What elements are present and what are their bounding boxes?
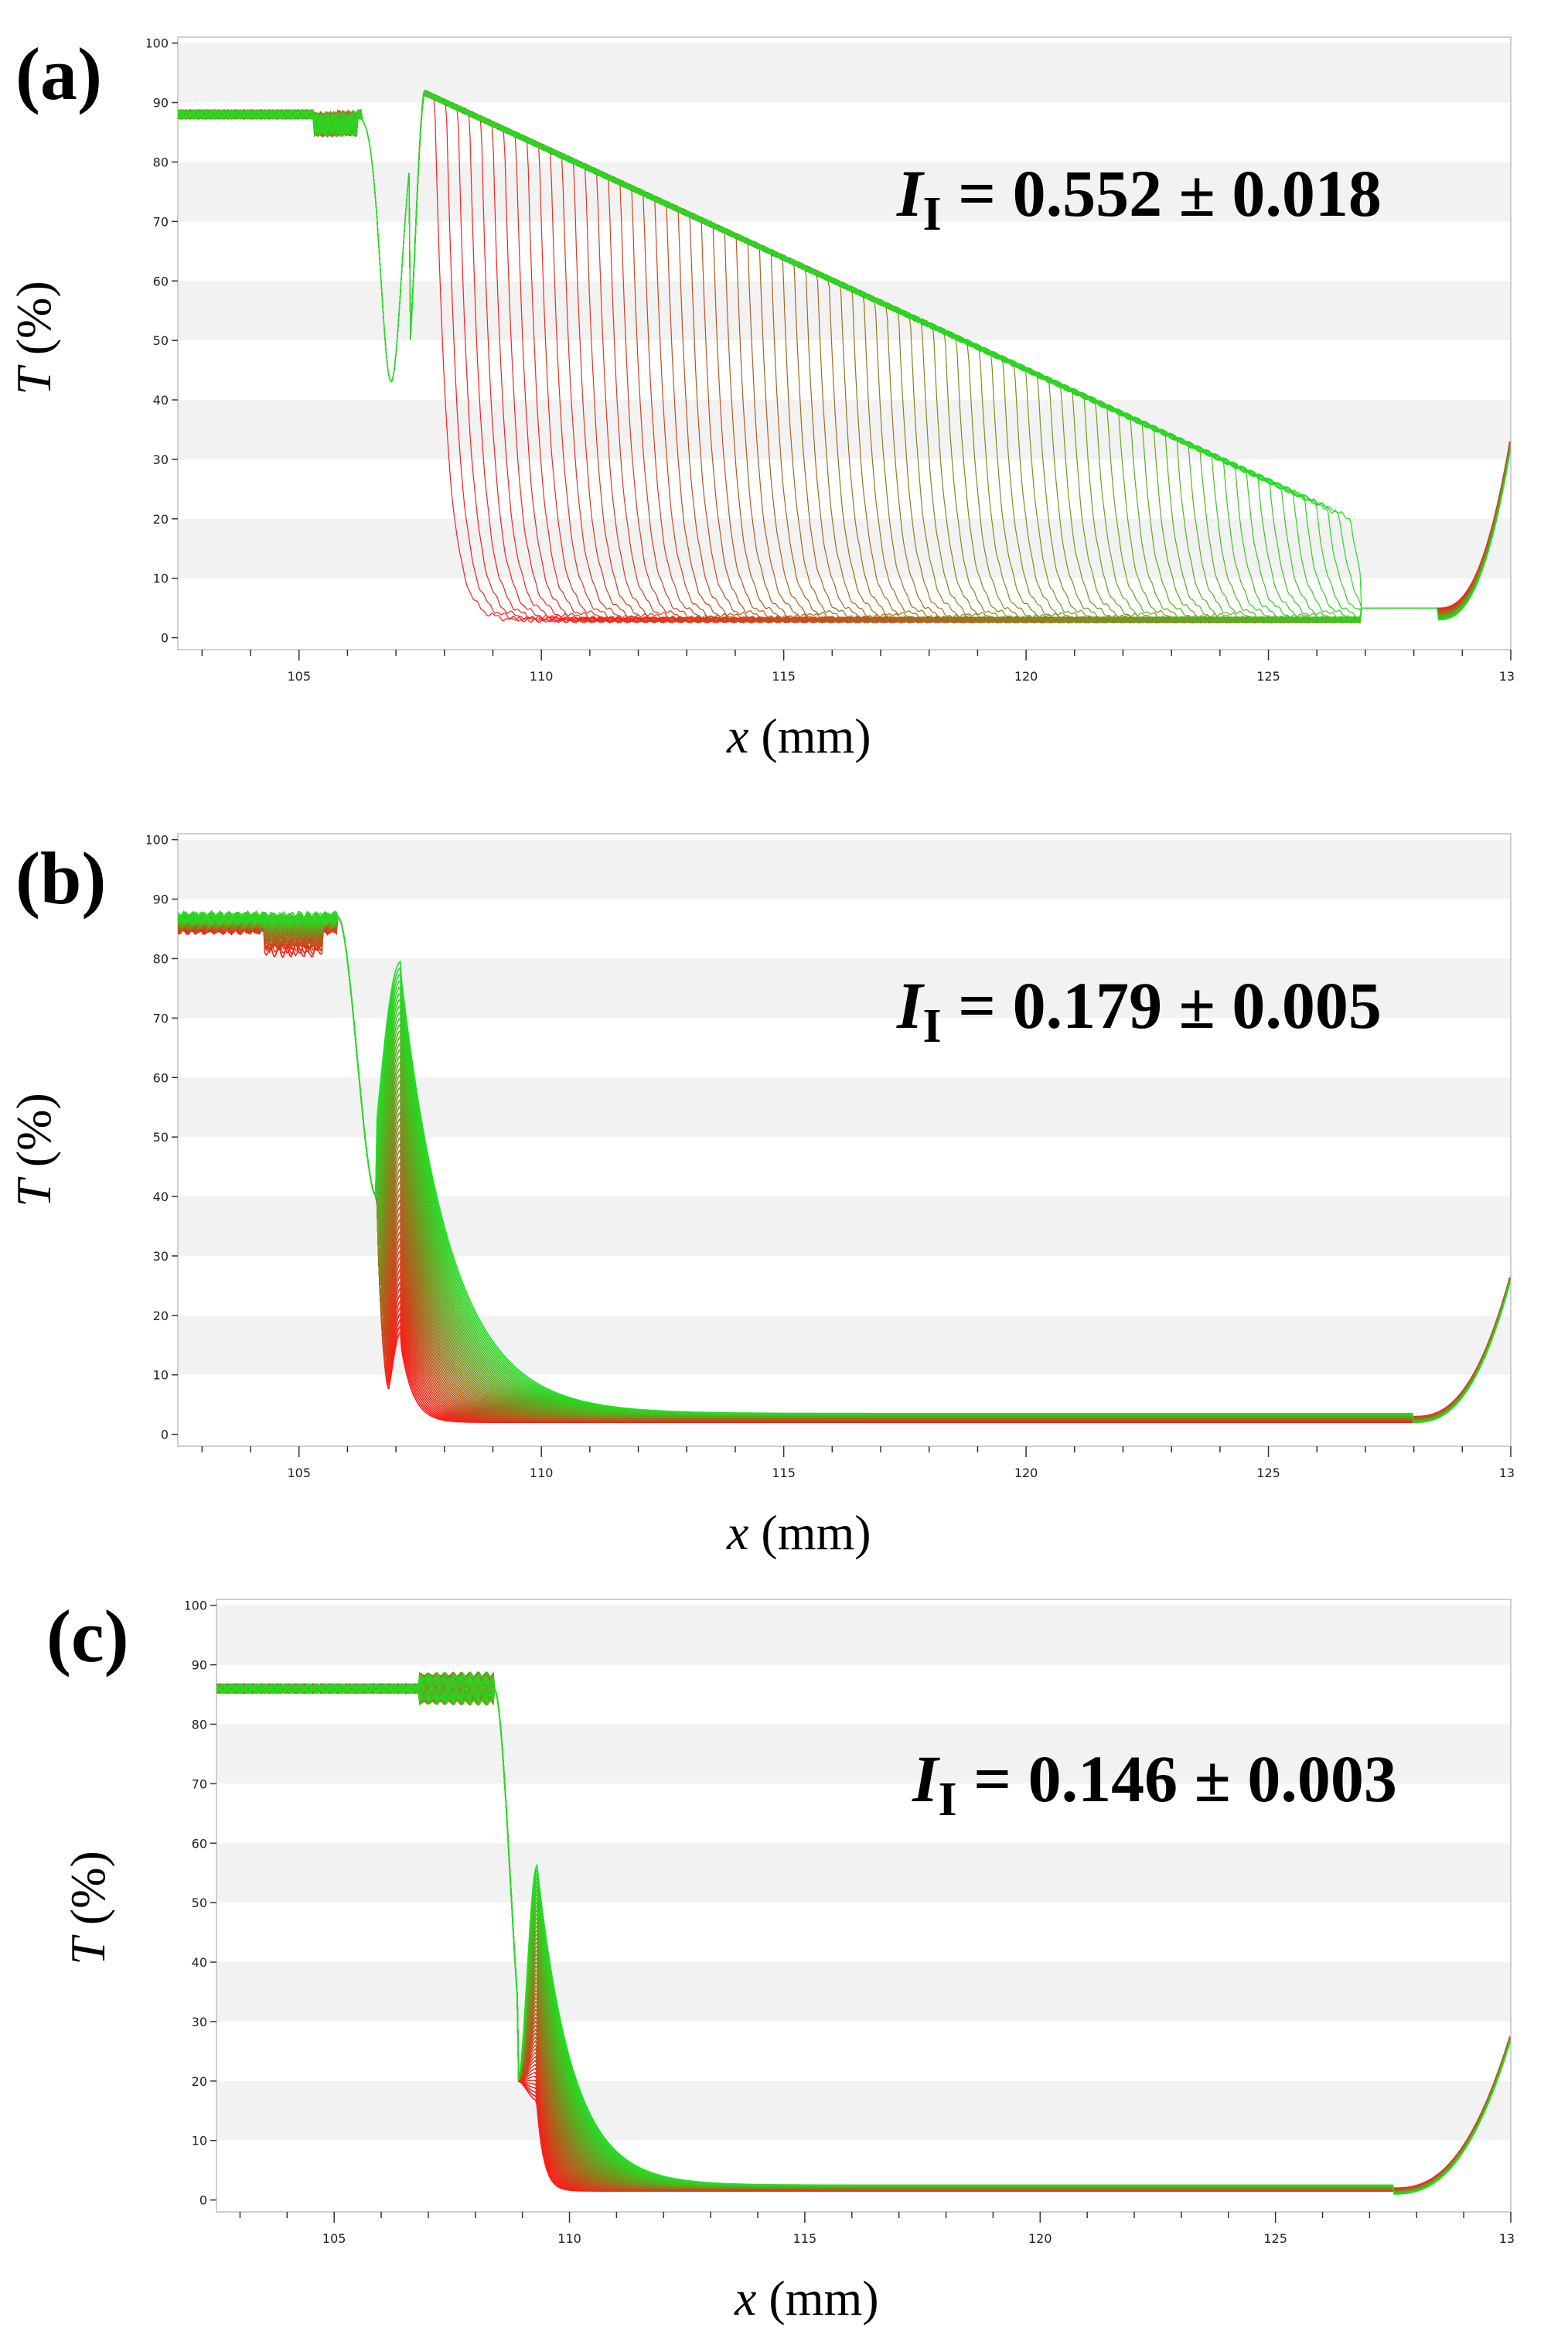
y-tick-label: 60 xyxy=(192,1836,207,1851)
y-tick-label: 10 xyxy=(153,1368,169,1383)
series-line xyxy=(178,910,1511,1423)
series-group xyxy=(178,89,1511,624)
y-tick-label: 20 xyxy=(153,1309,169,1323)
y-tick-label: 80 xyxy=(192,1717,207,1732)
y-tick-label: 10 xyxy=(153,572,169,586)
y-tick-label: 80 xyxy=(153,155,169,169)
x-tick-label: 115 xyxy=(772,1466,796,1480)
y-tick-label: 50 xyxy=(153,333,169,348)
series-group xyxy=(216,1671,1511,2195)
x-tick-label: 115 xyxy=(772,669,796,684)
panel-label: (b) xyxy=(15,837,107,920)
x-tick-label: 130 xyxy=(1499,2231,1515,2246)
panel-b: (b) T (%) 0 10 20 30 40 50 60 70 80 90 100 105 110 11… xyxy=(0,797,1568,1578)
grid-band xyxy=(178,281,1511,341)
x-tick-label: 125 xyxy=(1256,669,1280,684)
y-tick-label: 90 xyxy=(192,1658,207,1673)
y-tick-label: 0 xyxy=(161,631,169,646)
y-tick-label: 90 xyxy=(153,96,169,111)
y-tick-label: 100 xyxy=(147,36,169,51)
y-tick-label: 70 xyxy=(153,214,169,229)
y-tick-label: 70 xyxy=(192,1776,207,1791)
y-tick-label: 40 xyxy=(192,1955,207,1970)
grid-band xyxy=(178,400,1511,459)
y-tick-label: 60 xyxy=(153,274,169,288)
x-tick-label: 110 xyxy=(557,2231,581,2246)
grid-band xyxy=(216,1962,1511,2022)
y-tick-label: 30 xyxy=(153,452,169,467)
x-axis-label: x (mm) xyxy=(727,1505,871,1560)
x-tick-label: 130 xyxy=(1499,1466,1515,1480)
y-tick-label: 60 xyxy=(153,1070,169,1085)
grid-band xyxy=(216,2080,1511,2141)
y-tick-label: 20 xyxy=(153,512,169,527)
plot-area: 0 10 20 30 40 50 60 70 80 90 100 105 110 115 120 125 130 xyxy=(145,828,1522,1500)
y-tick-label: 30 xyxy=(153,1249,169,1264)
x-tick-label: 125 xyxy=(1256,1466,1280,1480)
y-tick-label: 90 xyxy=(153,892,169,907)
plot-frame xyxy=(177,833,1512,1447)
y-tick-label: 40 xyxy=(153,393,169,408)
grid-band xyxy=(178,1315,1511,1375)
y-tick-label: 10 xyxy=(192,2134,207,2148)
y-tick-label: 40 xyxy=(153,1189,169,1204)
y-tick-label: 80 xyxy=(153,951,169,966)
x-tick-label: 115 xyxy=(793,2231,817,2246)
x-tick-label: 130 xyxy=(1499,669,1515,684)
x-tick-label: 120 xyxy=(1014,669,1038,684)
plot-area: 0 10 20 30 40 50 60 70 80 90 100 105 110 115 120 125 130 xyxy=(145,31,1522,704)
x-tick-label: 125 xyxy=(1263,2231,1287,2246)
plot-frame xyxy=(216,1599,1512,2213)
y-tick-label: 0 xyxy=(199,2193,207,2208)
x-tick-label: 110 xyxy=(530,1466,554,1480)
series-group xyxy=(178,910,1511,1423)
plot-frame xyxy=(177,36,1512,650)
chart-svg: 0 10 20 30 40 50 60 70 80 90 100 105 110 115 120 125 130 xyxy=(145,833,1522,1480)
annotation: II = 0.179 ± 0.005 xyxy=(897,968,1382,1053)
chart-svg: 0 10 20 30 40 50 60 70 80 90 100 105 110 115 120 125 130 xyxy=(183,1599,1522,2246)
grid-band xyxy=(178,43,1511,103)
y-tick-label: 50 xyxy=(192,1896,207,1910)
series-line xyxy=(216,1674,1511,2195)
x-tick-label: 105 xyxy=(322,2231,346,2246)
series-line xyxy=(178,91,1511,621)
plot-area: 0 10 20 30 40 50 60 70 80 90 100 105 110 115 120 125 130 xyxy=(183,1593,1522,2266)
y-tick-label: 50 xyxy=(153,1130,169,1145)
grid-band xyxy=(216,1724,1511,1784)
x-axis-label: x (mm) xyxy=(735,2271,879,2326)
y-tick-label: 20 xyxy=(192,2074,207,2089)
y-axis-label: T (%) xyxy=(60,1851,115,1965)
panel-c: (c) T (%) 0 10 20 30 40 50 60 70 80 90 100 105 110 11… xyxy=(0,1585,1568,2348)
grid-band xyxy=(216,1843,1511,1903)
y-tick-label: 100 xyxy=(147,833,169,848)
y-tick-label: 30 xyxy=(192,2015,207,2029)
x-tick-label: 110 xyxy=(530,669,554,684)
y-tick-label: 70 xyxy=(153,1011,169,1026)
annotation: II = 0.552 ± 0.018 xyxy=(897,156,1382,241)
annotation: II = 0.146 ± 0.003 xyxy=(912,1742,1397,1826)
chart-svg: 0 10 20 30 40 50 60 70 80 90 100 105 110 115 120 125 130 xyxy=(145,36,1522,684)
grid-band xyxy=(216,1605,1511,1665)
grid-band xyxy=(178,162,1511,222)
y-axis-label: T (%) xyxy=(5,1093,61,1207)
x-tick-label: 105 xyxy=(287,669,311,684)
grid-band xyxy=(178,518,1511,578)
panel-a: (a) T (%) 0 10 20 30 40 50 60 70 80 90 100 105 110 11… xyxy=(0,0,1568,781)
panel-label: (a) xyxy=(15,32,102,115)
x-tick-label: 120 xyxy=(1014,1466,1038,1480)
x-tick-label: 120 xyxy=(1028,2231,1052,2246)
x-axis-label: x (mm) xyxy=(727,708,871,763)
grid-band xyxy=(178,839,1511,899)
y-tick-label: 0 xyxy=(161,1428,169,1442)
y-tick-label: 100 xyxy=(186,1599,207,1613)
panel-label: (c) xyxy=(46,1595,129,1677)
x-tick-label: 105 xyxy=(287,1466,311,1480)
y-axis-label: T (%) xyxy=(5,281,61,395)
